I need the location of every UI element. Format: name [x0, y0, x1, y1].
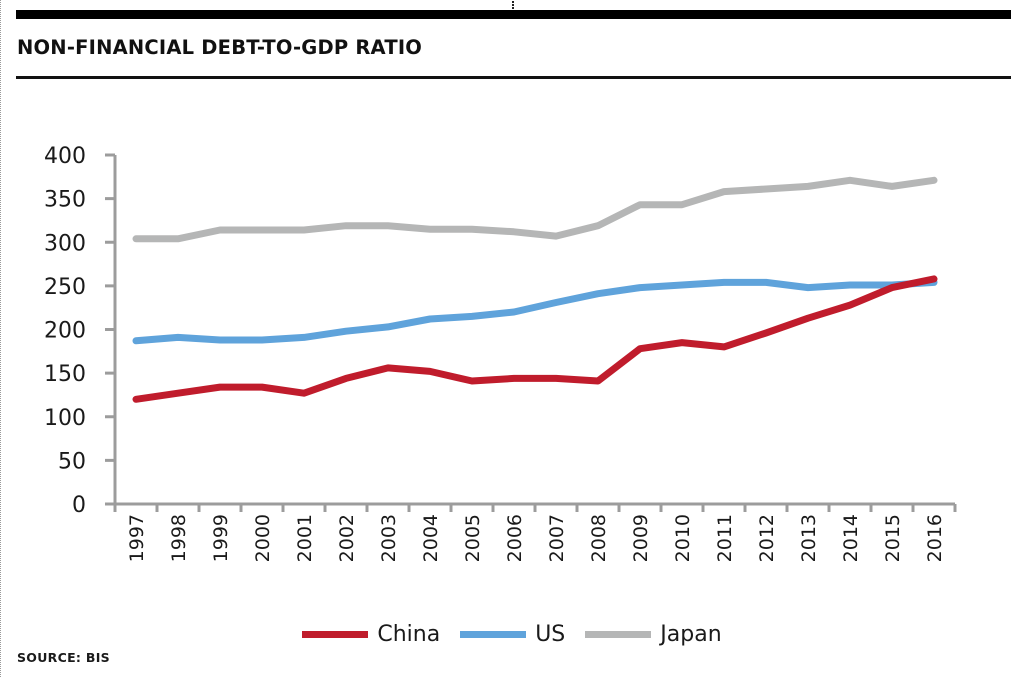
x-tick-label: 2001 — [294, 514, 316, 562]
y-tick-label: 0 — [72, 493, 86, 518]
header-bottom-rule — [16, 76, 1011, 79]
y-tick-label: 400 — [44, 144, 86, 169]
x-tick-labels: 1997 1998 1999 2000 2001 2002 2003 2004 2005 2006… — [126, 514, 946, 562]
chart-title: NON-FINANCIAL DEBT-TO-GDP RATIO — [17, 36, 423, 59]
y-tick-label: 50 — [58, 449, 86, 474]
x-tick-label: 2003 — [378, 514, 400, 562]
axes — [105, 153, 957, 512]
top-marker — [512, 1, 516, 9]
legend-label-china: China — [377, 622, 441, 647]
header-top-rule — [16, 10, 1011, 19]
legend-item-us: US — [460, 622, 565, 647]
x-tick-label: 2007 — [546, 514, 568, 562]
x-tick-label: 2010 — [672, 514, 694, 562]
legend: China US Japan — [0, 622, 1024, 647]
x-tick-label: 2006 — [504, 514, 526, 562]
x-tick-label: 2005 — [462, 514, 484, 562]
x-tick-label: 2002 — [336, 514, 358, 562]
source-note: SOURCE: BIS — [17, 650, 110, 665]
series-lines — [132, 176, 938, 403]
y-tick-label: 200 — [44, 319, 86, 344]
x-tick-label: 2004 — [420, 514, 442, 562]
legend-swatch-china — [302, 631, 369, 638]
series-line-japan — [132, 176, 938, 243]
x-tick-label: 2011 — [714, 514, 736, 562]
series-line-us — [132, 278, 938, 345]
x-tick-label: 2008 — [588, 514, 610, 562]
x-tick-label: 1998 — [168, 514, 190, 562]
x-tick-label: 2000 — [252, 514, 274, 562]
legend-swatch-japan — [585, 631, 652, 638]
y-tick-label: 250 — [44, 275, 86, 300]
legend-label-us: US — [535, 622, 566, 647]
x-tick-label: 2015 — [882, 514, 904, 562]
legend-label-japan: Japan — [660, 622, 722, 647]
legend-item-japan: Japan — [585, 622, 722, 647]
y-tick-labels: 0 50 100 150 200 250 300 350 400 — [44, 144, 86, 518]
x-tick-label: 2013 — [798, 514, 820, 562]
x-tick-label: 2012 — [756, 514, 778, 562]
legend-swatch-us — [460, 631, 527, 638]
x-tick-label: 1999 — [210, 514, 232, 562]
series-line-china — [132, 275, 938, 403]
y-tick-label: 300 — [44, 231, 86, 256]
legend-item-china: China — [302, 622, 440, 647]
y-tick-label: 100 — [44, 406, 86, 431]
x-tick-label: 1997 — [126, 514, 148, 562]
page-left-border — [0, 0, 1, 677]
x-tick-label: 2009 — [630, 514, 652, 562]
x-tick-label: 2016 — [924, 514, 946, 562]
y-tick-label: 350 — [44, 188, 86, 213]
y-tick-label: 150 — [44, 362, 86, 387]
x-tick-label: 2014 — [840, 514, 862, 562]
